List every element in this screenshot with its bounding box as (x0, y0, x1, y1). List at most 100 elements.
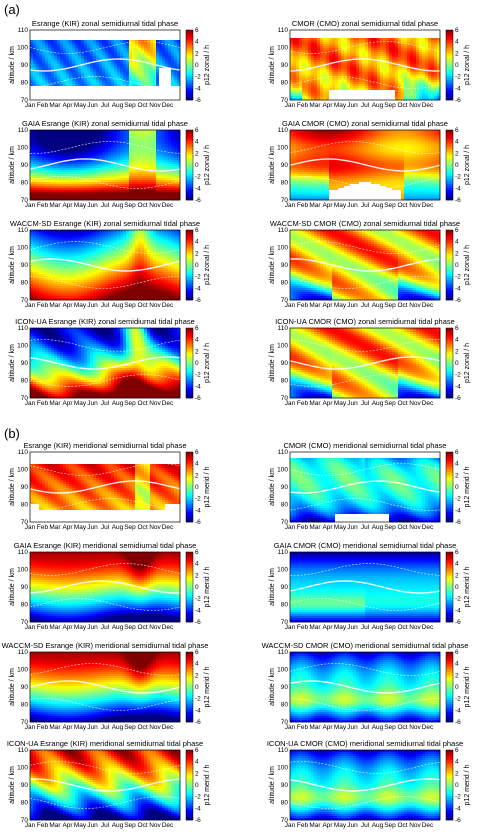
heatmap-cell (311, 96, 315, 99)
heatmap-cell (57, 72, 61, 75)
heatmap-cell (69, 184, 73, 187)
heatmap-cell (72, 174, 76, 177)
heatmap-cell (428, 78, 432, 81)
heatmap-cell (383, 54, 387, 57)
heatmap-cell (90, 64, 94, 67)
heatmap-cell (159, 76, 163, 79)
heatmap-cell (72, 86, 76, 89)
heatmap-cell (105, 174, 109, 177)
heatmap-cell (368, 36, 372, 39)
heatmap-cell (60, 36, 64, 39)
heatmap-cell (105, 156, 109, 159)
heatmap-cell (398, 32, 402, 35)
heatmap-cell (33, 172, 37, 175)
heatmap-cell (174, 84, 178, 87)
heatmap-cell (123, 54, 127, 57)
heatmap-cell (84, 98, 88, 101)
heatmap-cell (54, 130, 58, 133)
heatmap-cell (162, 46, 166, 49)
heatmap-cell (45, 34, 49, 37)
colorbar-segment (446, 82, 453, 85)
heatmap-cell (359, 68, 363, 71)
heatmap-cell (416, 70, 420, 73)
heatmap-cell (362, 94, 366, 97)
heatmap-cell (84, 184, 88, 187)
y-tick-label: 90 (21, 62, 29, 69)
heatmap-cell (311, 70, 315, 73)
heatmap-cell (69, 132, 73, 135)
heatmap-cell (102, 192, 106, 195)
heatmap-cell (102, 68, 106, 71)
heatmap-cell (81, 146, 85, 149)
heatmap-cell (293, 96, 297, 99)
heatmap-cell (171, 78, 175, 81)
heatmap-cell (72, 34, 76, 37)
heatmap-cell (60, 172, 64, 175)
heatmap-cell (123, 74, 127, 77)
heatmap-cell (135, 194, 139, 197)
heatmap-cell (329, 58, 333, 61)
heatmap-cell (99, 62, 103, 65)
heatmap-cell (102, 56, 106, 59)
heatmap-cell (99, 74, 103, 77)
heatmap-cell (84, 152, 88, 155)
heatmap-cell (311, 42, 315, 45)
heatmap-cell (159, 44, 163, 47)
heatmap-cell (69, 160, 73, 163)
heatmap-cell (404, 54, 408, 57)
heatmap-cell (48, 144, 52, 147)
heatmap-cell (99, 40, 103, 43)
heatmap-cell (144, 142, 148, 145)
heatmap-cell (347, 54, 351, 57)
heatmap-cell (147, 74, 151, 77)
colorbar-segment (186, 94, 193, 97)
heatmap-cell (60, 148, 64, 151)
heatmap-cell (87, 48, 91, 51)
heatmap-cell (129, 60, 133, 63)
heatmap-cell (63, 52, 67, 55)
heatmap-cell (159, 94, 163, 97)
heatmap-cell (51, 36, 55, 39)
heatmap-cell (156, 68, 160, 71)
heatmap-cell (81, 56, 85, 59)
heatmap-cell (81, 48, 85, 51)
heatmap-cell (48, 152, 52, 155)
heatmap-cell (33, 76, 37, 79)
heatmap-cell (126, 130, 130, 133)
heatmap-cell (353, 82, 357, 85)
heatmap-cell (135, 138, 139, 141)
heatmap-cell (132, 162, 136, 165)
heatmap-cell (99, 166, 103, 169)
heatmap-cell (437, 94, 441, 97)
colorbar-segment (186, 46, 193, 49)
heatmap-cell (69, 40, 73, 43)
heatmap-cell (99, 96, 103, 99)
heatmap-cell (326, 52, 330, 55)
heatmap-cell (317, 94, 321, 97)
heatmap-cell (54, 58, 58, 61)
heatmap-cell (138, 74, 142, 77)
heatmap-cell (362, 68, 366, 71)
heatmap-cell (434, 52, 438, 55)
heatmap-cell (36, 68, 40, 71)
heatmap-cell (123, 132, 127, 135)
heatmap-cell (63, 58, 67, 61)
heatmap-cell (90, 174, 94, 177)
heatmap-cell (111, 158, 115, 161)
heatmap-cell (410, 72, 414, 75)
heatmap-cell (90, 98, 94, 101)
heatmap-cell (54, 48, 58, 51)
colorbar-segment (446, 46, 453, 49)
heatmap-cell (356, 34, 360, 37)
heatmap-cell (39, 80, 43, 83)
heatmap-cell (159, 32, 163, 35)
heatmap-cell (156, 46, 160, 49)
heatmap-cell (326, 42, 330, 45)
heatmap-cell (326, 32, 330, 35)
heatmap-cell (389, 76, 393, 79)
heatmap-cell (45, 172, 49, 175)
heatmap-cell (401, 42, 405, 45)
heatmap-cell (117, 76, 121, 79)
heatmap-cell (33, 180, 37, 183)
heatmap-cell (30, 192, 34, 195)
